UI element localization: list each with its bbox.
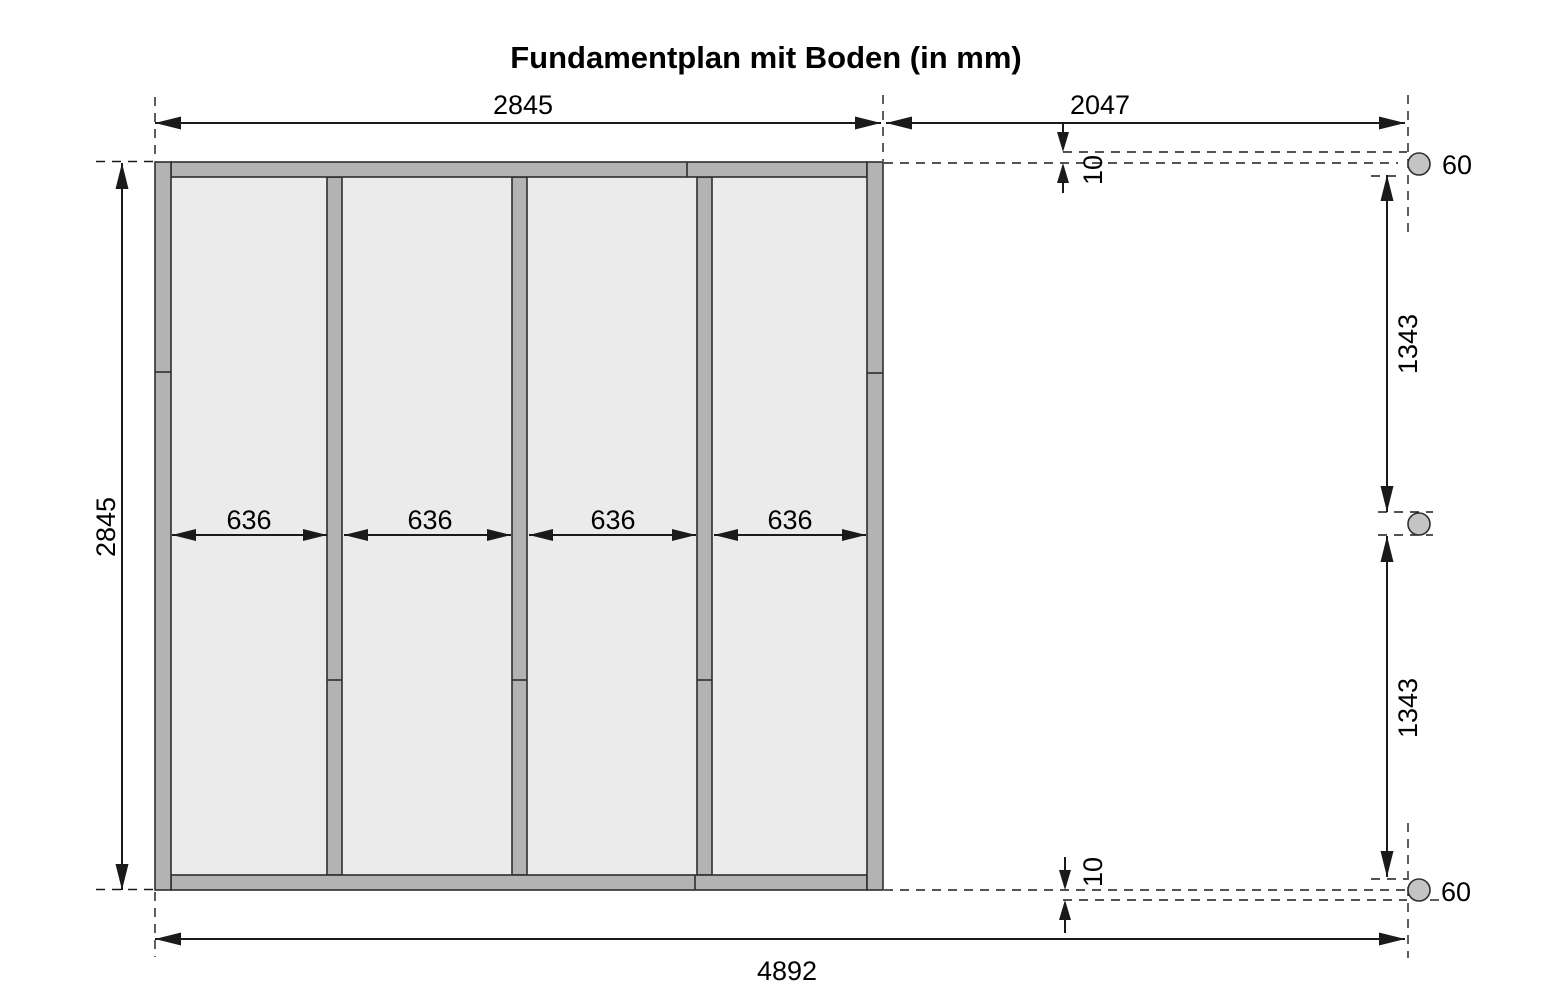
arrow-left-icon bbox=[529, 529, 553, 541]
post-dia-bottom-label: 60 bbox=[1441, 877, 1471, 907]
dim-edge-offset-bottom: 10 bbox=[1059, 857, 1108, 933]
arrow-left-icon bbox=[714, 529, 738, 541]
dim-post-gap-upper-label: 1343 bbox=[1393, 314, 1423, 374]
timber-seams bbox=[155, 162, 883, 890]
arrow-right-icon bbox=[1379, 932, 1405, 946]
dim-panel-1: 636 bbox=[172, 505, 327, 541]
dim-top-right-width: 2047 bbox=[886, 90, 1405, 130]
dim-top-right-width-label: 2047 bbox=[1070, 90, 1130, 120]
arrow-up-icon bbox=[1057, 163, 1069, 183]
dim-left-height-label: 2845 bbox=[91, 497, 121, 557]
dim-panel-4: 636 bbox=[714, 505, 866, 541]
arrow-up-icon bbox=[1380, 175, 1394, 201]
arrow-right-icon bbox=[855, 116, 881, 130]
dim-top-width: 2845 bbox=[155, 90, 881, 130]
dim-edge-offset-top: 10 bbox=[1057, 124, 1108, 193]
arrow-right-icon bbox=[842, 529, 866, 541]
post-middle bbox=[1407, 512, 1431, 536]
beam-bottom bbox=[170, 874, 868, 891]
dim-top-width-label: 2845 bbox=[493, 90, 553, 120]
arrow-right-icon bbox=[1379, 116, 1405, 130]
post-dia-top-label: 60 bbox=[1442, 150, 1472, 180]
beam-left bbox=[154, 161, 172, 891]
joist-3 bbox=[696, 176, 713, 876]
arrow-down-icon bbox=[1057, 132, 1069, 152]
arrow-left-icon bbox=[172, 529, 196, 541]
joist-1 bbox=[326, 176, 343, 876]
arrow-right-icon bbox=[487, 529, 511, 541]
foundation-posts bbox=[1407, 152, 1431, 902]
arrow-down-icon bbox=[1380, 486, 1394, 512]
dim-post-gap-lower-label: 1343 bbox=[1393, 678, 1423, 738]
arrow-down-icon bbox=[1380, 851, 1394, 877]
beam-right bbox=[866, 161, 884, 891]
arrow-left-icon bbox=[886, 116, 912, 130]
dim-panel-4-label: 636 bbox=[767, 505, 812, 535]
drawing-title: Fundamentplan mit Boden (in mm) bbox=[510, 40, 1022, 75]
arrow-up-icon bbox=[115, 163, 129, 189]
dim-post-gap-lower: 1343 bbox=[1380, 536, 1423, 877]
arrow-up-icon bbox=[1059, 900, 1071, 920]
post-top bbox=[1407, 152, 1431, 176]
dim-panel-3: 636 bbox=[529, 505, 696, 541]
arrow-left-icon bbox=[344, 529, 368, 541]
floor-panel-2 bbox=[341, 176, 513, 876]
floor-panel-4 bbox=[711, 176, 868, 876]
arrow-left-icon bbox=[155, 932, 181, 946]
dim-edge-offset-top-label: 10 bbox=[1078, 155, 1108, 185]
dim-panel-3-label: 636 bbox=[590, 505, 635, 535]
arrow-up-icon bbox=[1380, 536, 1394, 562]
arrow-down-icon bbox=[115, 864, 129, 890]
floor-frame bbox=[154, 161, 884, 891]
dim-total-width: 4892 bbox=[155, 932, 1405, 986]
post-bottom bbox=[1407, 878, 1431, 902]
beam-top bbox=[170, 161, 868, 178]
arrow-right-icon bbox=[672, 529, 696, 541]
dim-panel-2: 636 bbox=[344, 505, 511, 541]
arrow-down-icon bbox=[1059, 870, 1071, 890]
dim-total-width-label: 4892 bbox=[757, 956, 817, 986]
dim-panel-2-label: 636 bbox=[407, 505, 452, 535]
joist-2 bbox=[511, 176, 528, 876]
dim-panel-1-label: 636 bbox=[226, 505, 271, 535]
dim-edge-offset-bottom-label: 10 bbox=[1078, 857, 1108, 887]
arrow-right-icon bbox=[303, 529, 327, 541]
dim-post-gap-upper: 1343 bbox=[1380, 175, 1423, 512]
arrow-left-icon bbox=[155, 116, 181, 130]
dim-left-height: 2845 bbox=[91, 163, 129, 890]
floor-panel-1 bbox=[170, 176, 328, 876]
